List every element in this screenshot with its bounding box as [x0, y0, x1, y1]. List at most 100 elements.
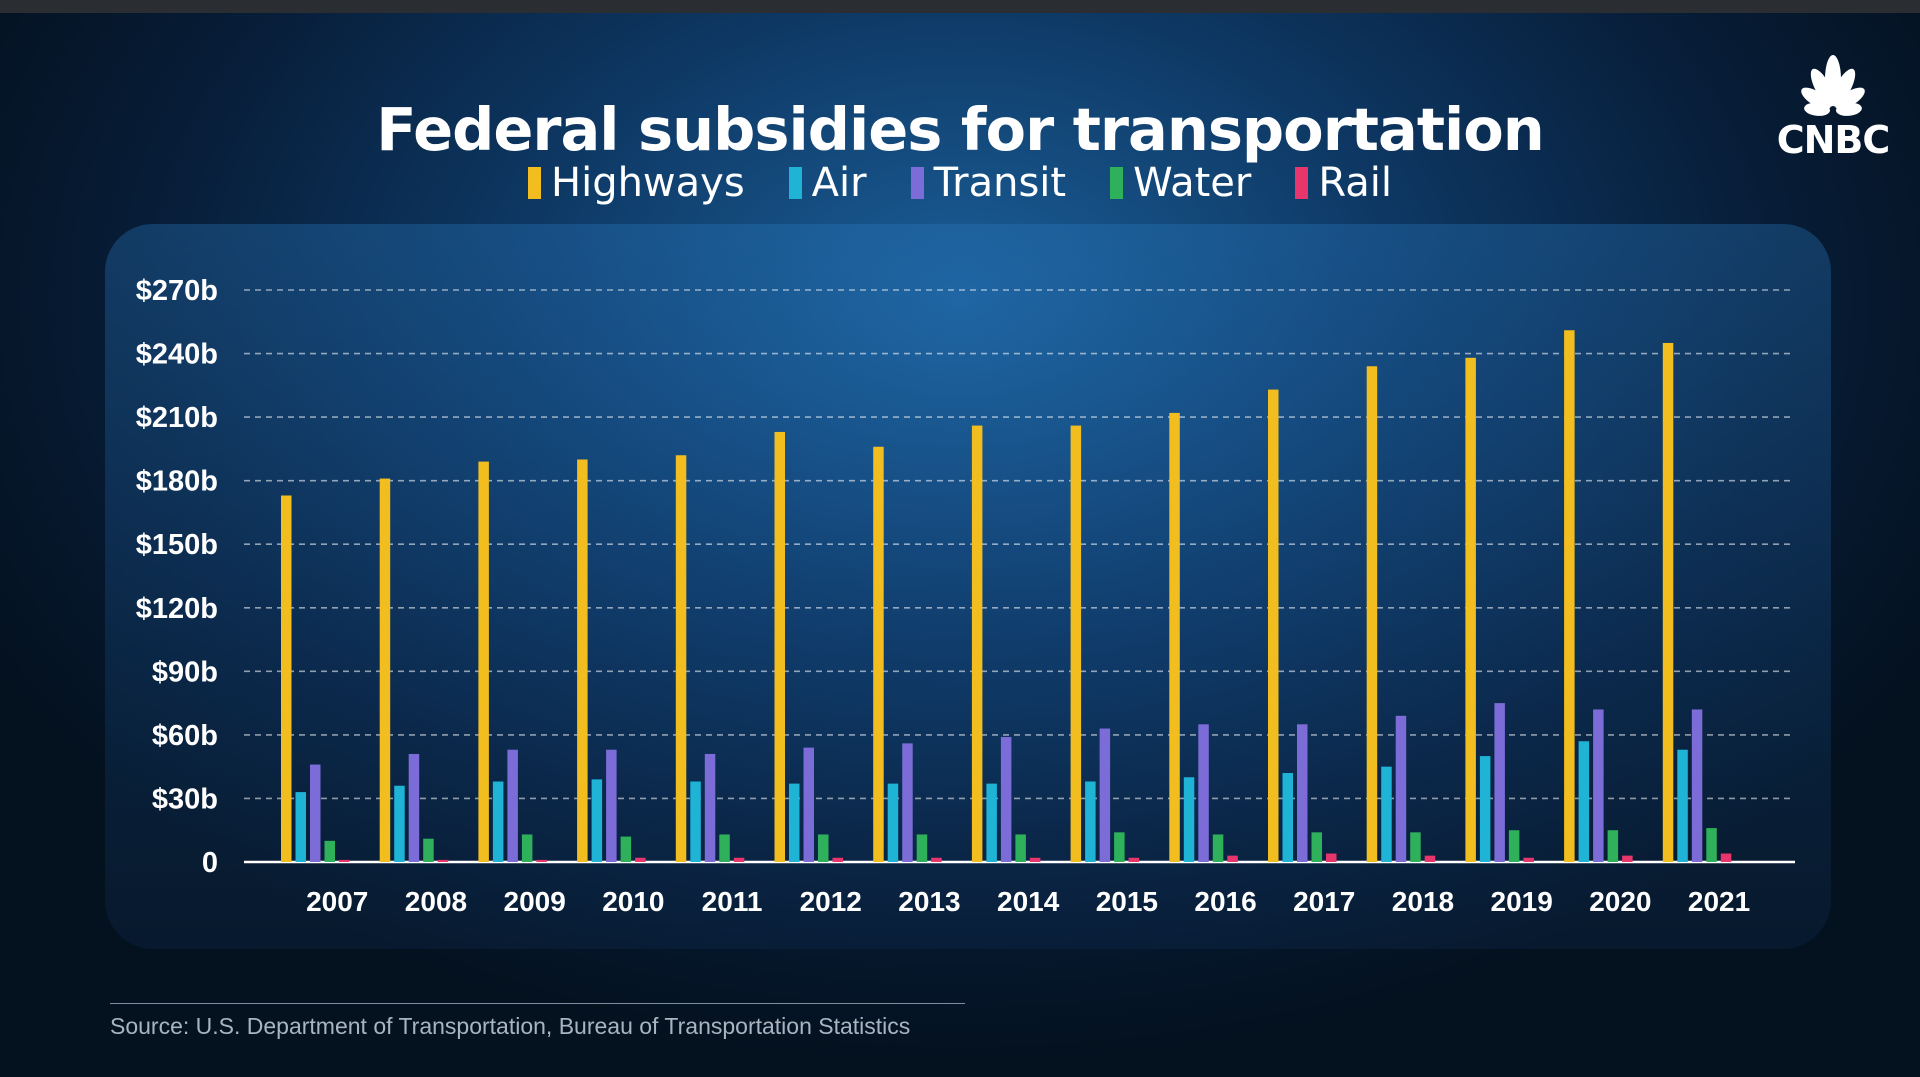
bar-rail-2018 — [1424, 855, 1436, 862]
bar-transit-2009 — [507, 749, 518, 862]
legend-item-water: Water — [1110, 161, 1251, 205]
bar-water-2007 — [324, 840, 335, 862]
bar-highways-2020 — [1564, 330, 1575, 863]
bar-water-2019 — [1508, 830, 1520, 862]
chart-legend: Highways Air Transit Water Rail — [0, 161, 1920, 205]
bar-rail-2019 — [1523, 857, 1534, 862]
legend-label-highways: Highways — [551, 160, 745, 206]
bar-rail-2007 — [339, 859, 350, 862]
bar-highways-2007 — [281, 495, 292, 862]
x-tick-label: 2017 — [1293, 886, 1355, 917]
bar-transit-2020 — [1593, 709, 1604, 862]
bar-highways-2011 — [675, 455, 687, 862]
bar-air-2015 — [1085, 781, 1096, 862]
legend-swatch-highways — [528, 167, 541, 199]
bar-transit-2021 — [1691, 709, 1703, 862]
bar-water-2016 — [1212, 834, 1224, 862]
legend-item-air: Air — [788, 160, 867, 206]
bar-transit-2016 — [1198, 724, 1209, 862]
bar-rail-2010 — [635, 857, 646, 862]
bar-air-2007 — [295, 792, 306, 862]
bar-water-2008 — [423, 838, 434, 862]
bar-rail-2008 — [437, 859, 449, 862]
peacock-icon — [1801, 55, 1865, 116]
x-tick-label: 2014 — [997, 886, 1060, 917]
x-tick-label: 2009 — [504, 886, 566, 917]
y-tick-label: $150b — [136, 529, 218, 561]
bar-water-2021 — [1706, 828, 1717, 862]
source-note: Source: U.S. Department of Transportatio… — [110, 1013, 911, 1039]
legend-label-transit: Transit — [933, 160, 1067, 206]
x-tick-label: 2018 — [1392, 886, 1454, 917]
x-tick-label: 2019 — [1491, 886, 1553, 917]
bar-transit-2014 — [1000, 737, 1012, 862]
bar-transit-2012 — [803, 747, 814, 862]
chart-panel — [105, 224, 1831, 949]
cnbc-logo: CNBC — [1768, 55, 1898, 161]
y-tick-label: 0 — [202, 847, 218, 879]
bar-highways-2019 — [1465, 357, 1476, 862]
x-tick-label: 2020 — [1589, 886, 1651, 917]
x-tick-label: 2013 — [898, 886, 960, 917]
x-tick-label: 2010 — [602, 886, 664, 917]
legend-label-rail: Rail — [1318, 160, 1392, 206]
bar-water-2014 — [1015, 834, 1026, 862]
legend-label-air: Air — [811, 160, 867, 206]
bar-rail-2017 — [1326, 853, 1337, 862]
x-tick-label: 2021 — [1688, 886, 1750, 917]
x-tick-label: 2007 — [306, 886, 368, 917]
bar-air-2014 — [986, 783, 997, 862]
bar-air-2010 — [591, 779, 603, 862]
bar-water-2015 — [1114, 832, 1125, 862]
bar-highways-2017 — [1268, 389, 1279, 862]
legend-item-rail: Rail — [1295, 161, 1392, 205]
legend-swatch-transit — [910, 167, 924, 199]
bar-transit-2015 — [1099, 728, 1111, 862]
bar-rail-2012 — [832, 857, 843, 862]
x-tick-label: 2015 — [1096, 886, 1158, 917]
bar-transit-2013 — [902, 743, 913, 862]
y-tick-label: $210b — [136, 402, 218, 434]
top-bar — [0, 0, 1920, 13]
bar-transit-2011 — [704, 753, 716, 862]
bar-rail-2020 — [1622, 855, 1633, 862]
bar-rail-2013 — [931, 857, 942, 862]
bar-water-2013 — [916, 834, 928, 862]
chart-title: Federal subsidies for transportation — [376, 95, 1545, 164]
y-tick-label: $120b — [136, 593, 218, 625]
bar-transit-2008 — [408, 753, 420, 862]
bar-highways-2014 — [971, 425, 983, 862]
bar-transit-2017 — [1297, 724, 1308, 862]
bar-air-2013 — [887, 783, 899, 862]
source-divider — [110, 1003, 965, 1004]
bar-highways-2018 — [1366, 366, 1378, 862]
x-tick-label: 2012 — [800, 886, 862, 917]
bar-air-2012 — [789, 783, 800, 862]
bar-rail-2014 — [1029, 857, 1041, 862]
x-tick-label: 2008 — [405, 886, 467, 917]
bar-highways-2015 — [1070, 425, 1082, 862]
bar-air-2020 — [1578, 741, 1590, 862]
bar-air-2008 — [394, 785, 405, 862]
bar-highways-2008 — [379, 478, 391, 862]
bar-rail-2009 — [536, 859, 547, 862]
bar-water-2009 — [521, 834, 533, 862]
bar-water-2010 — [620, 836, 632, 862]
x-tick-label: 2016 — [1194, 886, 1256, 917]
bar-highways-2021 — [1662, 342, 1674, 862]
legend-swatch-water — [1110, 167, 1124, 199]
bar-air-2018 — [1381, 766, 1392, 862]
bar-transit-2018 — [1395, 715, 1407, 862]
y-tick-label: $180b — [136, 466, 218, 498]
bar-air-2009 — [492, 781, 504, 862]
bar-rail-2011 — [733, 857, 745, 862]
bar-transit-2019 — [1494, 703, 1505, 862]
legend-swatch-rail — [1295, 167, 1309, 199]
bar-air-2011 — [690, 781, 701, 862]
bar-air-2017 — [1282, 773, 1293, 862]
y-tick-label: $270b — [136, 275, 218, 307]
legend-item-transit: Transit — [910, 160, 1067, 206]
bar-transit-2007 — [310, 764, 321, 862]
bar-rail-2015 — [1128, 857, 1140, 862]
